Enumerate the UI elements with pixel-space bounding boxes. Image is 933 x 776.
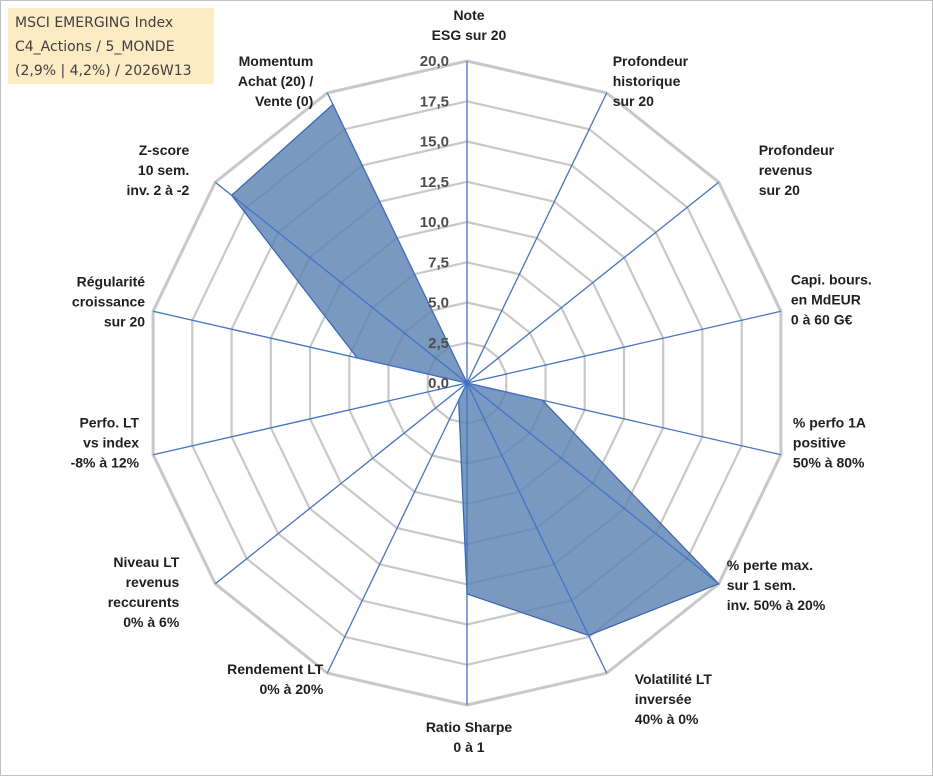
axis-label-1: Profondeur historique sur 20 bbox=[613, 53, 689, 109]
axis-label-6-line-2: 40% à 0% bbox=[635, 711, 699, 727]
axis-label-5-line-1: sur 1 sem. bbox=[727, 577, 796, 593]
spoke-8 bbox=[326, 382, 468, 674]
axis-label-1-line-1: historique bbox=[613, 73, 681, 89]
axis-label-8-line-0: Rendement LT bbox=[227, 661, 324, 677]
axis-label-7-line-1: 0 à 1 bbox=[453, 739, 484, 755]
axis-label-0-line-1: ESG sur 20 bbox=[432, 27, 507, 43]
spoke-6 bbox=[466, 382, 608, 674]
axis-label-10: Perfo. LT vs index -8% à 12% bbox=[71, 415, 140, 471]
axis-label-10-line-2: -8% à 12% bbox=[71, 455, 140, 471]
spoke-12 bbox=[214, 181, 468, 384]
axis-label-9-line-1: revenus bbox=[126, 574, 180, 590]
axis-label-10-line-0: Perfo. LT bbox=[79, 415, 139, 431]
axis-label-11-line-0: Régularité bbox=[77, 273, 146, 289]
tick-label-8: 20,0 bbox=[420, 53, 449, 70]
axis-label-13: Momentum Achat (20) / Vente (0) bbox=[238, 53, 314, 109]
tick-label-7: 17,5 bbox=[420, 93, 449, 110]
axis-label-7: Ratio Sharpe 0 à 1 bbox=[426, 719, 513, 755]
spoke-2 bbox=[466, 181, 720, 384]
radar-axis-labels: Note ESG sur 20 Profondeur historique sur 20… bbox=[71, 7, 872, 755]
axis-label-5-line-2: inv. 50% à 20% bbox=[727, 597, 826, 613]
axis-label-6: Volatilité LT inversée 40% à 0% bbox=[635, 671, 713, 727]
axis-label-4: % perfo 1A positive 50% à 80% bbox=[793, 415, 866, 471]
axis-label-11: Régularité croissance sur 20 bbox=[72, 273, 145, 329]
tick-label-5: 12,5 bbox=[420, 174, 449, 191]
axis-label-8: Rendement LT 0% à 20% bbox=[227, 661, 324, 697]
axis-label-9-line-2: reccurents bbox=[108, 594, 180, 610]
axis-label-2: Profondeur revenus sur 20 bbox=[759, 142, 835, 198]
axis-label-12-line-2: inv. 2 à -2 bbox=[127, 182, 190, 198]
spoke-5 bbox=[466, 382, 720, 585]
axis-label-3: Capi. bours. en MdEUR 0 à 60 G€ bbox=[791, 271, 872, 327]
axis-label-9-line-3: 0% à 6% bbox=[123, 614, 180, 630]
axis-label-10-line-1: vs index bbox=[83, 435, 139, 451]
tick-label-6: 15,0 bbox=[420, 134, 449, 151]
tick-label-1: 2,5 bbox=[428, 335, 449, 352]
axis-label-6-line-1: inversée bbox=[635, 691, 692, 707]
axis-label-6-line-0: Volatilité LT bbox=[635, 671, 713, 687]
axis-label-1-line-2: sur 20 bbox=[613, 93, 654, 109]
axis-label-8-line-1: 0% à 20% bbox=[259, 681, 323, 697]
index-category: C4_Actions / 5_MONDE bbox=[15, 39, 175, 55]
axis-label-4-line-0: % perfo 1A bbox=[793, 415, 866, 431]
radar-tick-labels: 0,0 2,5 5,0 7,5 10,0 12,5 15,0 17,5 20,0 bbox=[420, 53, 449, 392]
axis-label-3-line-1: en MdEUR bbox=[791, 291, 861, 307]
axis-label-13-line-2: Vente (0) bbox=[255, 93, 313, 109]
radar-spokes bbox=[152, 61, 782, 705]
axis-label-12-line-0: Z-score bbox=[139, 142, 190, 158]
spoke-10 bbox=[152, 382, 468, 456]
axis-label-3-line-0: Capi. bours. bbox=[791, 271, 872, 287]
axis-label-0-line-0: Note bbox=[453, 7, 484, 23]
axis-label-9-line-0: Niveau LT bbox=[113, 554, 179, 570]
axis-label-5-line-0: % perte max. bbox=[727, 557, 813, 573]
spoke-11 bbox=[152, 310, 468, 384]
axis-label-11-line-1: croissance bbox=[72, 293, 145, 309]
index-stats: (2,9% | 4,2%) / 2026W13 bbox=[15, 63, 192, 79]
axis-label-12-line-1: 10 sem. bbox=[138, 162, 189, 178]
axis-label-7-line-0: Ratio Sharpe bbox=[426, 719, 513, 735]
axis-label-9: Niveau LT revenus reccurents 0% à 6% bbox=[108, 554, 180, 630]
axis-label-13-line-0: Momentum bbox=[239, 53, 314, 69]
tick-label-0: 0,0 bbox=[428, 375, 449, 392]
axis-label-12: Z-score 10 sem. inv. 2 à -2 bbox=[127, 142, 190, 198]
tick-label-3: 7,5 bbox=[428, 254, 449, 271]
axis-label-13-line-1: Achat (20) / bbox=[238, 73, 314, 89]
axis-label-4-line-1: positive bbox=[793, 435, 846, 451]
axis-label-11-line-2: sur 20 bbox=[104, 313, 145, 329]
index-info-box: MSCI EMERGING Index C4_Actions / 5_MONDE… bbox=[8, 8, 214, 84]
axis-label-5: % perte max. sur 1 sem. inv. 50% à 20% bbox=[727, 557, 826, 613]
axis-label-2-line-2: sur 20 bbox=[759, 182, 800, 198]
index-name: MSCI EMERGING Index bbox=[15, 15, 174, 31]
tick-label-2: 5,0 bbox=[428, 295, 449, 312]
axis-label-4-line-2: 50% à 80% bbox=[793, 455, 865, 471]
axis-label-2-line-1: revenus bbox=[759, 162, 813, 178]
spoke-1 bbox=[466, 92, 608, 384]
spoke-9 bbox=[214, 382, 468, 585]
axis-label-2-line-0: Profondeur bbox=[759, 142, 835, 158]
spoke-4 bbox=[466, 382, 782, 456]
spoke-13 bbox=[326, 92, 468, 384]
spoke-3 bbox=[466, 310, 782, 384]
tick-label-4: 10,0 bbox=[420, 214, 449, 231]
axis-label-1-line-0: Profondeur bbox=[613, 53, 689, 69]
axis-label-3-line-2: 0 à 60 G€ bbox=[791, 311, 853, 327]
axis-label-0: Note ESG sur 20 bbox=[432, 7, 507, 43]
